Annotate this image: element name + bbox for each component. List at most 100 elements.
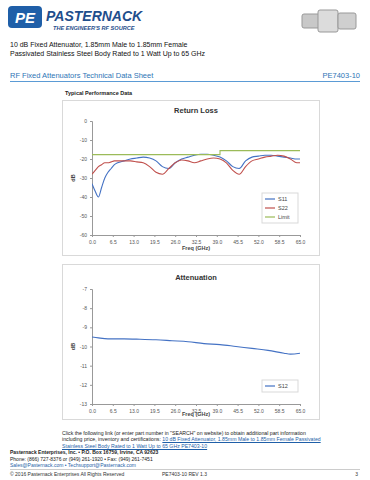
tick: 26.0 bbox=[171, 404, 181, 414]
logo-box bbox=[8, 6, 42, 28]
tick-label: -40 bbox=[80, 194, 87, 200]
axis-line bbox=[93, 236, 301, 238]
revision: PE7403-10 REV 1.3 bbox=[162, 471, 207, 477]
tick-mark bbox=[90, 347, 92, 348]
tick-label: 19.5 bbox=[150, 408, 160, 414]
tick: 6.5 bbox=[110, 404, 117, 414]
tick: 6.5 bbox=[110, 235, 117, 245]
tick-label: 58.5 bbox=[275, 239, 285, 245]
tick-label: 0.0 bbox=[89, 408, 96, 414]
page-number: 3 bbox=[355, 471, 358, 477]
axis-line bbox=[93, 405, 301, 407]
tick: 58.5 bbox=[275, 404, 285, 414]
tick-mark bbox=[90, 178, 92, 179]
tick-mark bbox=[90, 121, 92, 122]
performance-title: Typical Performance Data bbox=[65, 90, 132, 96]
tick-mark bbox=[258, 235, 259, 237]
tick: -7 bbox=[83, 286, 92, 292]
tick-mark bbox=[90, 235, 92, 236]
tick: 39.0 bbox=[212, 235, 222, 245]
tick-label: 0.0 bbox=[89, 239, 96, 245]
tick: 65.0 bbox=[296, 235, 306, 245]
tick-mark bbox=[154, 404, 155, 406]
series-line bbox=[92, 337, 300, 354]
tick-mark bbox=[90, 289, 92, 290]
rule bbox=[10, 81, 360, 82]
tick-mark bbox=[90, 308, 92, 309]
tick-mark bbox=[90, 385, 92, 386]
tick: 13.0 bbox=[129, 404, 139, 414]
tick-label: -10 bbox=[80, 344, 87, 350]
tick: -60 bbox=[80, 232, 92, 238]
series-line bbox=[92, 155, 300, 174]
tick: -10 bbox=[80, 137, 92, 143]
tick-mark bbox=[196, 404, 197, 406]
chart: Attenuation-7-8-9-10-11-12-130.06.513.01… bbox=[62, 264, 320, 420]
link-paragraph: Click the following link (or enter part … bbox=[62, 430, 324, 449]
tick-mark bbox=[92, 404, 93, 406]
y-axis: -7-8-9-10-11-12-13 bbox=[80, 286, 93, 407]
legend-label: S12 bbox=[278, 383, 288, 389]
tick: 45.5 bbox=[233, 235, 243, 245]
tick: 52.0 bbox=[254, 404, 264, 414]
tick-mark bbox=[279, 235, 280, 237]
tick-label: -9 bbox=[83, 324, 88, 330]
tick-mark bbox=[258, 404, 259, 406]
tick-mark bbox=[175, 235, 176, 237]
tick-mark bbox=[154, 235, 155, 237]
tick-label: -30 bbox=[80, 175, 87, 181]
tick-label: -20 bbox=[80, 156, 87, 162]
tick-mark bbox=[238, 235, 239, 237]
tick-label: 26.0 bbox=[171, 408, 181, 414]
contact-line: Pasternack Enterprises, Inc. • P.O. Box … bbox=[10, 449, 158, 455]
axis-line bbox=[90, 290, 93, 405]
part-number: PE7403-10 bbox=[322, 71, 360, 80]
chart: Return Loss0-10-20-30-40-50-600.06.513.0… bbox=[62, 100, 320, 256]
tick: 19.5 bbox=[150, 404, 160, 414]
tick: 58.5 bbox=[275, 235, 285, 245]
legend-label: S22 bbox=[278, 205, 288, 211]
tick-mark bbox=[90, 140, 92, 141]
plot-area bbox=[92, 337, 300, 354]
tick-label: 13.0 bbox=[129, 408, 139, 414]
logo: PEPASTERNACKTHE ENGINEER'S RF SOURCE bbox=[6, 3, 166, 39]
tick: 13.0 bbox=[129, 235, 139, 245]
tick-label: 13.0 bbox=[129, 239, 139, 245]
tick-label: 0 bbox=[84, 118, 87, 124]
tick-mark bbox=[279, 404, 280, 406]
legend-swatch bbox=[265, 207, 275, 208]
tick-label: 58.5 bbox=[275, 408, 285, 414]
product-image bbox=[298, 4, 362, 38]
legend-label: S11 bbox=[278, 196, 287, 202]
tick-mark bbox=[300, 404, 301, 406]
tick-mark bbox=[217, 404, 218, 406]
tick-mark bbox=[134, 235, 135, 237]
legend-label: Limit bbox=[278, 214, 290, 220]
tick-mark bbox=[92, 235, 93, 237]
tick: 0.0 bbox=[89, 235, 96, 245]
tick-mark bbox=[196, 235, 197, 237]
connector-part bbox=[302, 14, 320, 28]
tick: 52.0 bbox=[254, 235, 264, 245]
tick: 0.0 bbox=[89, 404, 96, 414]
tick: 26.0 bbox=[171, 235, 181, 245]
tick-label: -7 bbox=[83, 286, 88, 292]
tick-label: -11 bbox=[80, 363, 87, 369]
tick: -13 bbox=[80, 401, 92, 407]
tick-label: 39.0 bbox=[212, 408, 222, 414]
tick-label: 39.0 bbox=[212, 239, 222, 245]
tick: -50 bbox=[80, 213, 92, 219]
tick: -10 bbox=[80, 344, 92, 350]
legend-box bbox=[262, 193, 298, 223]
footer-rule bbox=[10, 469, 360, 470]
section-title: RF Fixed Attenuators Technical Data Shee… bbox=[10, 71, 153, 80]
tick-label: 65.0 bbox=[296, 408, 306, 414]
tick-label: -8 bbox=[83, 305, 88, 311]
legend-box bbox=[262, 380, 298, 392]
tick: -40 bbox=[80, 194, 92, 200]
tick-label: -13 bbox=[80, 401, 87, 407]
tick: 45.5 bbox=[233, 404, 243, 414]
tick-label: 45.5 bbox=[233, 239, 243, 245]
tick-label: 6.5 bbox=[110, 408, 117, 414]
contact-line: Sales@Pasternack.com • Techsupport@Paste… bbox=[10, 462, 136, 468]
